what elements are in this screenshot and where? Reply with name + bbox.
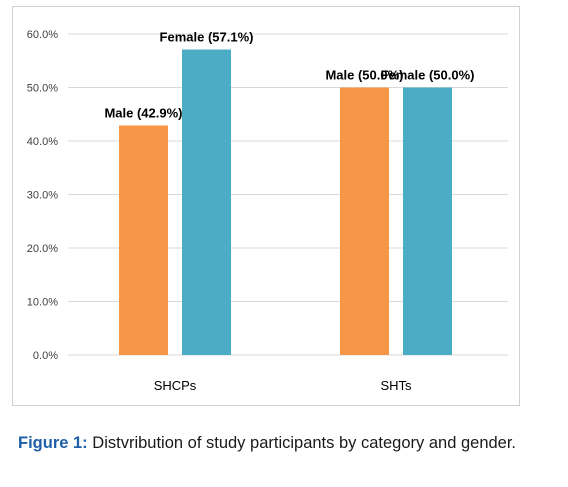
y-tick-label: 20.0% xyxy=(27,243,58,255)
x-category-label: SHCPs xyxy=(154,378,197,393)
figure-caption: Figure 1: Distvribution of study partici… xyxy=(18,431,558,455)
bar-male-shcps xyxy=(119,125,168,355)
x-category-label: SHTs xyxy=(380,378,412,393)
bar-female-shcps xyxy=(182,49,231,355)
data-label: Female (57.1%) xyxy=(160,30,254,45)
bar-male-shts xyxy=(340,87,389,355)
y-tick-label: 30.0% xyxy=(27,190,58,202)
bar-female-shts xyxy=(403,87,452,355)
y-tick-label: 50.0% xyxy=(27,83,58,95)
bar-chart: 0.0% 10.0% 20.0% 30.0% 40.0% 50.0% 60.0% Male (… xyxy=(27,29,508,393)
y-tick-label: 0.0% xyxy=(33,350,58,362)
caption-prefix: Figure 1: xyxy=(18,434,88,452)
y-tick-label: 10.0% xyxy=(27,297,58,309)
y-tick-label: 40.0% xyxy=(27,136,58,148)
data-label: Male (42.9%) xyxy=(104,105,182,120)
caption-text: Distvribution of study participants by c… xyxy=(92,434,517,452)
data-label: Male (50.0%) xyxy=(325,68,403,83)
data-label: Female (50.0%) xyxy=(381,68,475,83)
y-tick-label: 60.0% xyxy=(27,29,58,41)
